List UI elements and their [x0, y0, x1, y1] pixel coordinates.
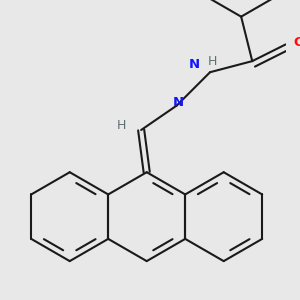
Text: N: N: [189, 58, 200, 71]
Text: O: O: [293, 36, 300, 49]
Text: H: H: [116, 119, 126, 132]
Text: H: H: [208, 55, 217, 68]
Text: N: N: [172, 96, 183, 109]
